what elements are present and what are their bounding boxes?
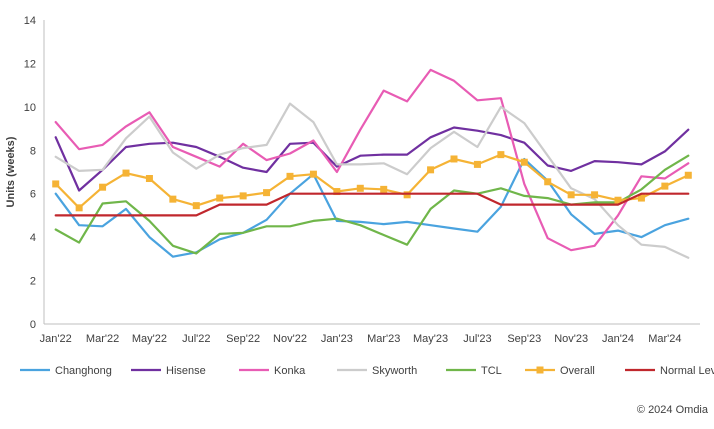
copyright-notice: © 2024 Omdia [636,404,708,416]
data-point-overall [661,182,669,190]
legend-label-konka: Konka [274,365,306,377]
legend-label-changhong: Changhong [55,365,112,377]
data-point-overall [52,180,60,188]
data-point-overall [122,169,130,177]
data-point-overall [473,160,481,168]
x-tick-label: Jan'23 [321,333,353,345]
legend: Changhong Hisense Konka Skyworth TCL Overall N… [20,365,714,377]
series-line-normal-level [54,192,690,217]
legend-label-tcl: TCL [481,365,502,377]
legend-label-hisense: Hisense [166,365,206,377]
y-axis-title: Units (weeks) [5,136,17,207]
data-point-overall [169,195,177,203]
data-point-overall [684,171,692,179]
data-point-overall [263,189,271,197]
data-point-overall [520,158,528,166]
legend-marker-overall [536,366,544,374]
y-tick-label: 12 [24,58,36,70]
legend-label-normal-level: Normal Level [660,365,714,377]
x-tick-label: Jan'24 [602,333,634,345]
legend-label-overall: Overall [560,365,595,377]
series-line-changhong [54,157,690,258]
series-line-hisense [54,126,690,192]
x-tick-label: Sep'23 [507,333,541,345]
data-point-overall [75,204,83,212]
data-point-overall [450,155,458,163]
data-point-overall [309,170,317,178]
data-point-overall [567,191,575,199]
data-point-overall [333,188,341,196]
y-tick-label: 14 [24,15,36,27]
data-point-overall [99,183,107,191]
x-tick-label: Sep'22 [226,333,260,345]
data-point-overall [216,194,224,202]
x-tick-label: Jul'22 [182,333,210,345]
x-tick-label: Nov'23 [554,333,588,345]
y-tick-label: 10 [24,102,36,114]
y-axis-ticks: 0 2 4 6 8 10 12 14 [24,15,36,331]
data-point-overall [427,166,435,174]
x-tick-label: Mar'23 [367,333,400,345]
y-tick-label: 6 [30,189,36,201]
x-axis-ticks: Jan'22 Mar'22 May'22 Jul'22 Sep'22 Nov'22 Jan'… [40,333,682,345]
x-tick-label: May'22 [132,333,167,345]
data-point-overall [145,175,153,183]
data-point-overall [544,178,552,186]
data-point-overall [591,191,599,199]
x-tick-label: Jul'23 [463,333,491,345]
x-tick-label: Jan'22 [40,333,72,345]
axes [43,20,700,325]
y-tick-label: 4 [30,232,36,244]
y-tick-label: 2 [30,276,36,288]
series-line-overall [54,153,690,209]
data-point-overall [614,196,622,204]
data-point-overall [356,184,364,192]
data-point-overall [380,185,388,193]
series-line-konka [54,68,690,252]
data-point-overall [239,192,247,200]
x-tick-label: May'23 [413,333,448,345]
series-layer [52,68,692,259]
data-point-overall [192,202,200,210]
data-point-overall [286,172,294,180]
x-tick-label: Mar'24 [648,333,681,345]
x-tick-label: Mar'22 [86,333,119,345]
y-tick-label: 0 [30,319,36,331]
data-point-overall [637,194,645,202]
y-tick-label: 8 [30,145,36,157]
x-tick-label: Nov'22 [273,333,307,345]
data-point-overall [497,151,505,159]
legend-label-skyworth: Skyworth [372,365,417,377]
